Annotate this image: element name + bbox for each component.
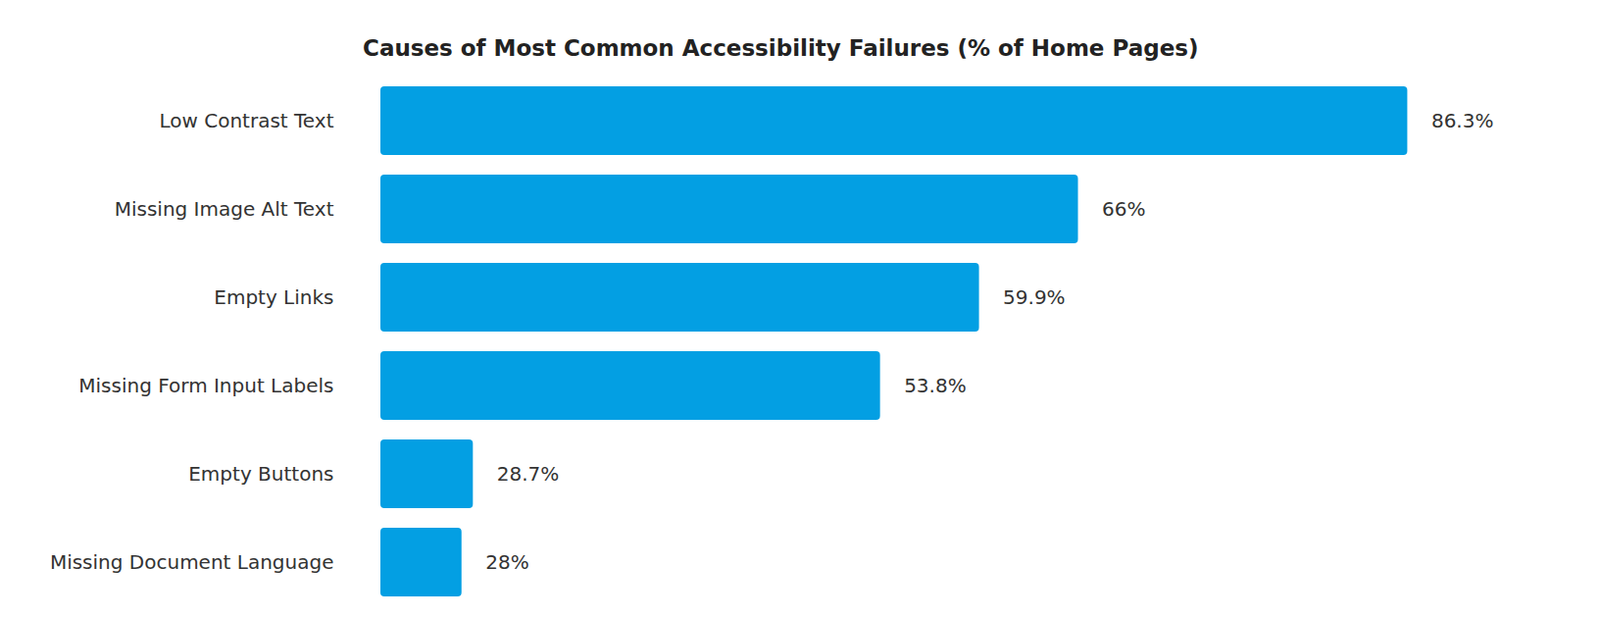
svg-text:28%: 28% [485, 550, 529, 574]
svg-text:Missing Form Input Labels: Missing Form Input Labels [78, 373, 334, 398]
svg-text:28.7%: 28.7% [497, 461, 560, 486]
svg-text:Missing Document Language: Missing Document Language [50, 550, 335, 574]
svg-text:Missing Image Alt Text: Missing Image Alt Text [114, 197, 335, 221]
svg-text:Empty Buttons: Empty Buttons [188, 461, 334, 486]
svg-text:66%: 66% [1101, 197, 1146, 221]
html-text:Causes of Most Common Accessib: Causes of Most Common Accessibility Fail… [362, 35, 1199, 61]
svg-text:Low Contrast Text: Low Contrast Text [158, 108, 334, 133]
svg-text:53.8%: 53.8% [903, 373, 967, 398]
svg-text:Empty Links: Empty Links [213, 285, 334, 309]
svg-text:86.3%: 86.3% [1431, 108, 1495, 133]
svg-text:59.9%: 59.9% [1002, 285, 1066, 309]
